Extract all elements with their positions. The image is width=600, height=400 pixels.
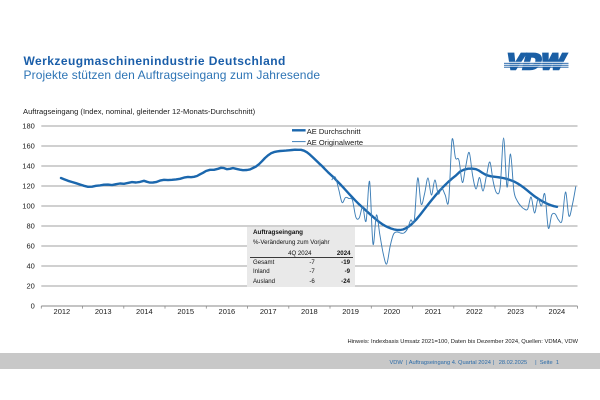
svg-text:2014: 2014 bbox=[136, 307, 153, 316]
svg-text:120: 120 bbox=[22, 181, 35, 190]
svg-text:2024: 2024 bbox=[549, 307, 566, 316]
svg-text:2013: 2013 bbox=[95, 307, 112, 316]
svg-text:0: 0 bbox=[31, 301, 35, 310]
svg-text:2012: 2012 bbox=[54, 307, 71, 316]
svg-text:2023: 2023 bbox=[507, 307, 524, 316]
svg-text:180: 180 bbox=[22, 121, 35, 130]
svg-text:2015: 2015 bbox=[177, 307, 194, 316]
svg-text:40: 40 bbox=[26, 261, 34, 270]
svg-text:2018: 2018 bbox=[301, 307, 318, 316]
svg-text:2016: 2016 bbox=[219, 307, 236, 316]
svg-text:20: 20 bbox=[26, 281, 34, 290]
svg-text:100: 100 bbox=[22, 201, 35, 210]
svg-text:160: 160 bbox=[22, 141, 35, 150]
svg-text:2021: 2021 bbox=[425, 307, 442, 316]
svg-text:80: 80 bbox=[26, 221, 34, 230]
svg-text:VDW: VDW bbox=[504, 49, 568, 73]
svg-text:2019: 2019 bbox=[342, 307, 359, 316]
svg-text:2020: 2020 bbox=[384, 307, 401, 316]
svg-text:140: 140 bbox=[22, 161, 35, 170]
svg-text:60: 60 bbox=[26, 241, 34, 250]
svg-text:2022: 2022 bbox=[466, 307, 483, 316]
svg-text:2017: 2017 bbox=[260, 307, 277, 316]
